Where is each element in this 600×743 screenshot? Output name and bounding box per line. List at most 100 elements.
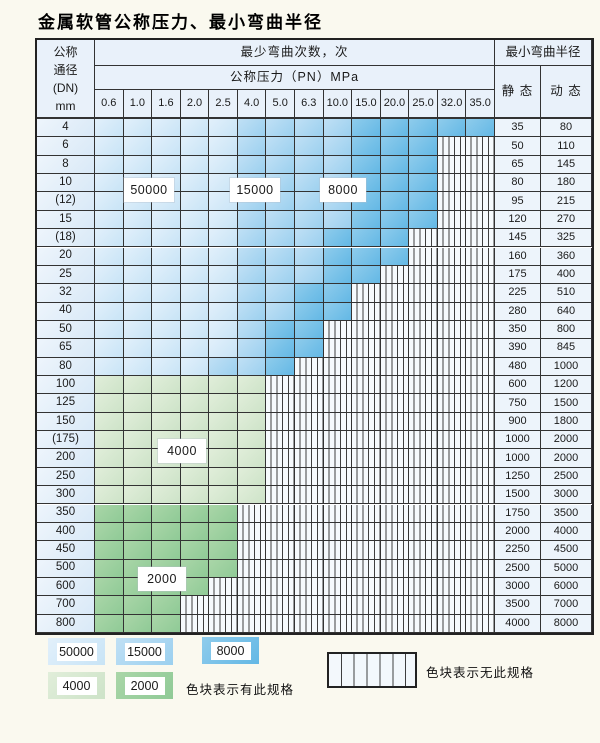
dynamic-value-cell: 2000	[541, 449, 592, 468]
spec-cell	[409, 265, 438, 285]
spec-cell	[295, 504, 324, 523]
spec-cell	[180, 320, 210, 340]
spec-cell	[352, 320, 381, 340]
dn-cell: 600	[37, 577, 95, 597]
spec-cell	[437, 137, 467, 156]
spec-cell	[466, 412, 495, 432]
spec-cell	[266, 559, 295, 578]
spec-cell	[466, 174, 495, 193]
spec-cell	[409, 449, 438, 468]
spec-cell	[437, 302, 467, 321]
spec-cell	[380, 431, 410, 450]
no-spec-note: 色块表示无此规格	[426, 666, 535, 680]
spec-cell	[209, 541, 238, 560]
spec-cell	[409, 247, 438, 266]
spec-cell	[409, 504, 438, 523]
spec-cell	[437, 522, 467, 542]
dynamic-value-cell: 4500	[541, 541, 592, 560]
page-title: 金属软管公称压力、最小弯曲半径	[38, 13, 323, 33]
spec-cell	[295, 412, 324, 432]
spec-cell	[352, 339, 381, 358]
spec-cell	[295, 486, 324, 505]
spec-cell	[266, 376, 295, 395]
dynamic-value-cell: 3500	[541, 504, 592, 523]
spec-cell	[123, 412, 153, 432]
spec-cell	[437, 320, 467, 340]
spec-cell	[180, 247, 210, 266]
spec-cell	[180, 339, 210, 358]
spec-cell	[352, 210, 381, 230]
spec-cell	[123, 614, 153, 633]
spec-cell	[295, 394, 324, 413]
spec-cell	[123, 449, 153, 468]
spec-cell	[437, 155, 467, 175]
spec-cell	[352, 302, 381, 321]
spec-cell	[266, 467, 295, 487]
legend-swatch-value: 50000	[56, 642, 97, 661]
spec-cell	[295, 320, 324, 340]
spec-cell	[323, 559, 353, 578]
spec-cell	[237, 577, 267, 597]
spec-cell	[409, 431, 438, 450]
spec-cell	[295, 376, 324, 395]
dynamic-value-cell: 80	[541, 119, 592, 138]
spec-cell	[466, 302, 495, 321]
spec-cell	[409, 577, 438, 597]
spec-cell	[437, 376, 467, 395]
dn-cell: 150	[37, 412, 95, 432]
dn-cell: 200	[37, 449, 95, 468]
spec-cell	[437, 449, 467, 468]
spec-cell	[152, 486, 181, 505]
spec-cell	[466, 192, 495, 211]
spec-cell	[209, 522, 238, 542]
spec-cell	[237, 467, 267, 487]
spec-cell	[380, 467, 410, 487]
spec-cell	[352, 155, 381, 175]
dn-cell: 20	[37, 247, 95, 266]
spec-cell	[437, 192, 467, 211]
dynamic-value-cell: 845	[541, 339, 592, 358]
spec-cell	[237, 541, 267, 560]
spec-cell	[237, 284, 267, 303]
spec-cell	[437, 394, 467, 413]
pressure-value-0.6: 0.6	[95, 90, 124, 119]
legend-swatch-8000: 8000	[202, 637, 259, 664]
spec-cell	[152, 596, 181, 615]
spec-cell	[209, 155, 238, 175]
spec-cell	[237, 320, 267, 340]
spec-cell	[323, 431, 353, 450]
spec-cell	[437, 174, 467, 193]
spec-cell	[352, 596, 381, 615]
spec-cell	[437, 265, 467, 285]
spec-cell	[95, 284, 124, 303]
spec-cell	[466, 431, 495, 450]
spec-cell	[380, 192, 410, 211]
static-value-cell: 4000	[495, 614, 541, 633]
spec-cell	[123, 596, 153, 615]
spec-cell	[95, 265, 124, 285]
dynamic-value-cell: 3000	[541, 486, 592, 505]
spec-cell	[95, 522, 124, 542]
dn-cell: 8	[37, 155, 95, 175]
static-value-cell: 1000	[495, 431, 541, 450]
spec-cell	[123, 467, 153, 487]
no-spec-hatch-sample	[327, 652, 417, 688]
spec-cell	[380, 522, 410, 542]
spec-cell	[466, 467, 495, 487]
spec-cell	[466, 229, 495, 248]
spec-cell	[380, 265, 410, 285]
spec-cell	[152, 302, 181, 321]
spec-cell	[409, 559, 438, 578]
bend-cycles-header: 最少弯曲次数，次	[95, 40, 495, 66]
spec-cell	[209, 486, 238, 505]
static-value-cell: 390	[495, 339, 541, 358]
spec-cell	[409, 357, 438, 376]
spec-cell	[295, 577, 324, 597]
spec-cell	[323, 541, 353, 560]
spec-cell	[380, 302, 410, 321]
dn-cell: 800	[37, 614, 95, 633]
spec-cell	[437, 229, 467, 248]
spec-cell	[266, 210, 295, 230]
spec-cell	[237, 486, 267, 505]
legend-swatch-value: 4000	[56, 676, 97, 695]
